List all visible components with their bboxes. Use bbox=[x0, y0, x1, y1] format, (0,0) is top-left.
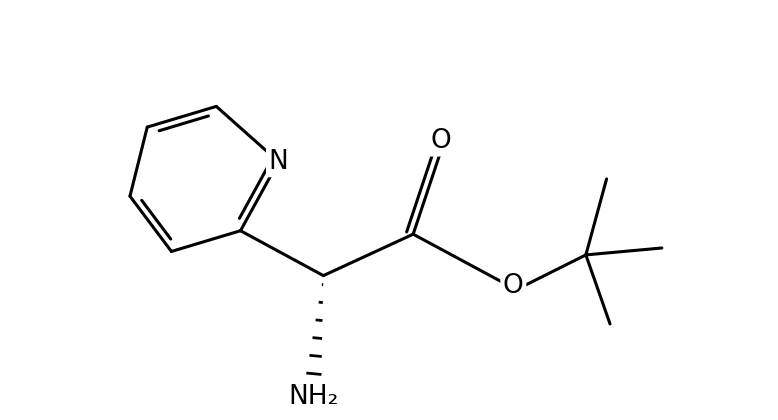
Text: NH₂: NH₂ bbox=[288, 383, 338, 410]
Text: O: O bbox=[430, 128, 451, 154]
Text: N: N bbox=[268, 149, 289, 175]
Text: O: O bbox=[503, 273, 524, 299]
